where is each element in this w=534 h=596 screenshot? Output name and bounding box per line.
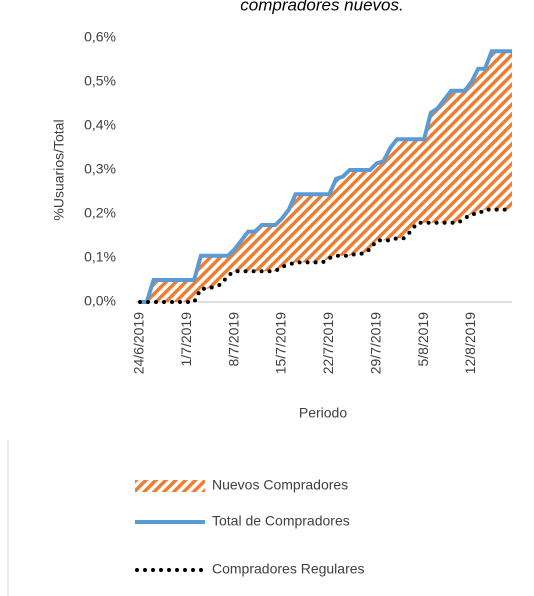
legend-swatch xyxy=(135,480,205,492)
x-axis-title: Periodo xyxy=(299,405,347,421)
y-tick-label: 0,1% xyxy=(84,249,116,265)
chart-title: compradores nuevos. xyxy=(240,0,403,14)
y-tick-label: 0,5% xyxy=(84,73,116,89)
y-tick-label: 0,3% xyxy=(84,161,116,177)
x-tick-label: 29/7/2019 xyxy=(367,312,383,374)
y-tick-label: 0,6% xyxy=(84,29,116,45)
y-tick-label: 0,0% xyxy=(84,293,116,309)
x-tick-label: 8/7/2019 xyxy=(225,312,241,367)
x-tick-label: 1/7/2019 xyxy=(178,312,194,367)
x-tick-label: 5/8/2019 xyxy=(415,312,431,367)
legend-label: Compradores Regulares xyxy=(212,561,365,577)
line xyxy=(140,49,512,304)
legend-label: Nuevos Compradores xyxy=(212,477,348,493)
x-tick-label: 22/7/2019 xyxy=(320,312,336,374)
y-axis-title: %Usuarios/Total xyxy=(51,119,67,220)
line xyxy=(138,207,514,304)
x-tick-label: 15/7/2019 xyxy=(273,312,289,374)
x-tick-label: 24/6/2019 xyxy=(131,312,147,374)
y-tick-label: 0,2% xyxy=(84,205,116,221)
y-tick-label: 0,4% xyxy=(84,117,116,133)
x-tick-label: 12/8/2019 xyxy=(462,312,478,374)
legend-label: Total de Compradores xyxy=(212,513,350,529)
